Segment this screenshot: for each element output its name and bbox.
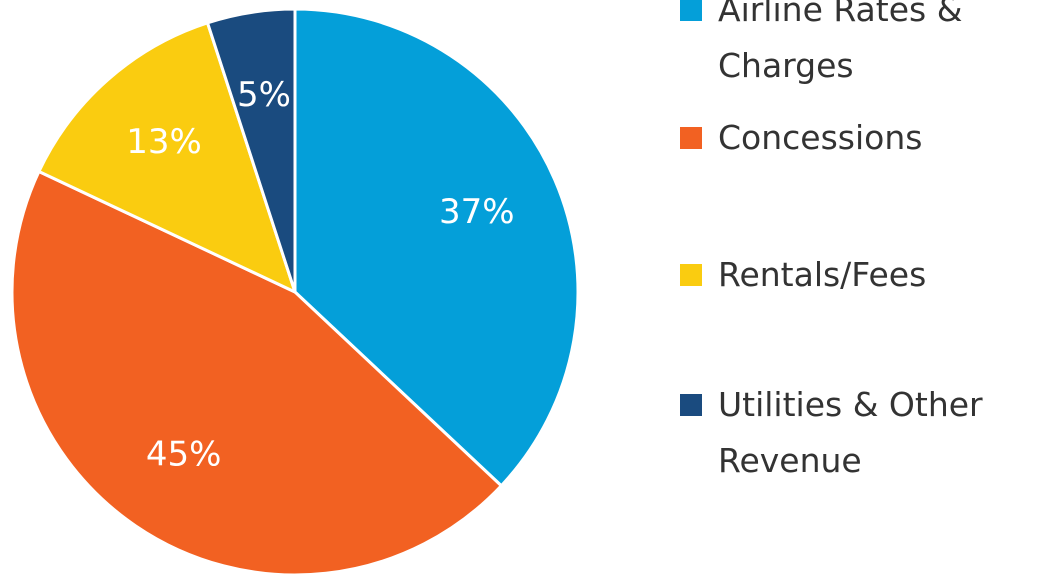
data-label: 5%	[237, 75, 291, 115]
legend-label: Concessions	[718, 118, 923, 157]
pie-slice	[36, 20, 298, 295]
legend-label: Rentals/Fees	[718, 255, 927, 294]
legend-label: Utilities & Other Revenue	[718, 385, 983, 480]
chart: 37% 45% 13% 5%	[10, 7, 580, 574]
data-label: 45%	[146, 434, 222, 474]
pie-slice	[293, 7, 580, 488]
legend-label: Airline Rates & Charges	[718, 0, 963, 85]
pie-slice	[205, 7, 297, 293]
legend-swatch	[680, 0, 702, 21]
data-label: 37%	[439, 192, 515, 232]
legend-swatch	[680, 127, 702, 149]
pie-slice	[10, 169, 504, 574]
legend-swatch	[680, 264, 702, 286]
legend-swatch	[680, 394, 702, 416]
data-label: 13%	[126, 122, 202, 162]
